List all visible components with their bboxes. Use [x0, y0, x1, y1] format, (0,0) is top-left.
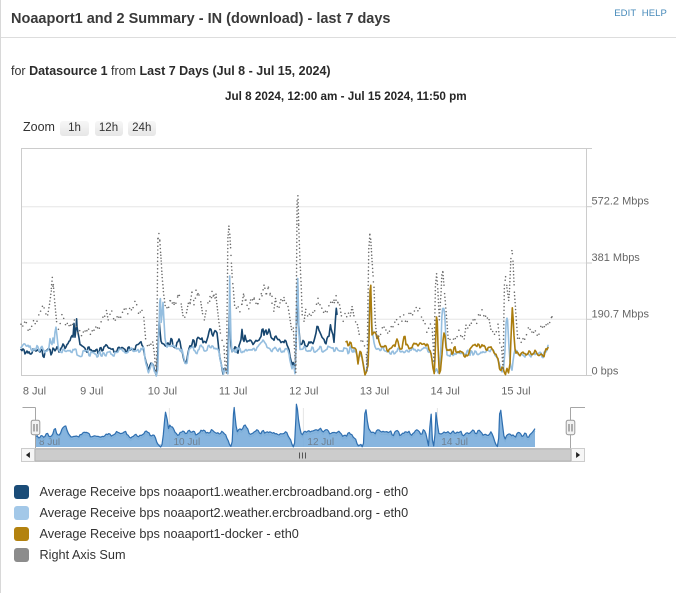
svg-text:8 Jul: 8 Jul — [39, 437, 60, 448]
svg-text:190.7 Mbps: 190.7 Mbps — [592, 308, 650, 320]
svg-text:9 Jul: 9 Jul — [80, 385, 103, 397]
svg-text:12 Jul: 12 Jul — [289, 385, 318, 397]
svg-text:14 Jul: 14 Jul — [431, 385, 460, 397]
svg-text:15 Jul: 15 Jul — [501, 385, 530, 397]
svg-text:8 Jul: 8 Jul — [23, 385, 46, 397]
svg-text:572.2 Mbps: 572.2 Mbps — [592, 196, 650, 208]
svg-text:10 Jul: 10 Jul — [148, 385, 177, 397]
svg-text:13 Jul: 13 Jul — [360, 385, 389, 397]
svg-text:14 Jul: 14 Jul — [441, 437, 468, 448]
svg-text:0 bps: 0 bps — [592, 365, 619, 377]
svg-text:12 Jul: 12 Jul — [307, 437, 334, 448]
svg-text:10 Jul: 10 Jul — [174, 437, 201, 448]
svg-text:11 Jul: 11 Jul — [219, 385, 248, 397]
svg-text:381 Mbps: 381 Mbps — [592, 252, 641, 264]
